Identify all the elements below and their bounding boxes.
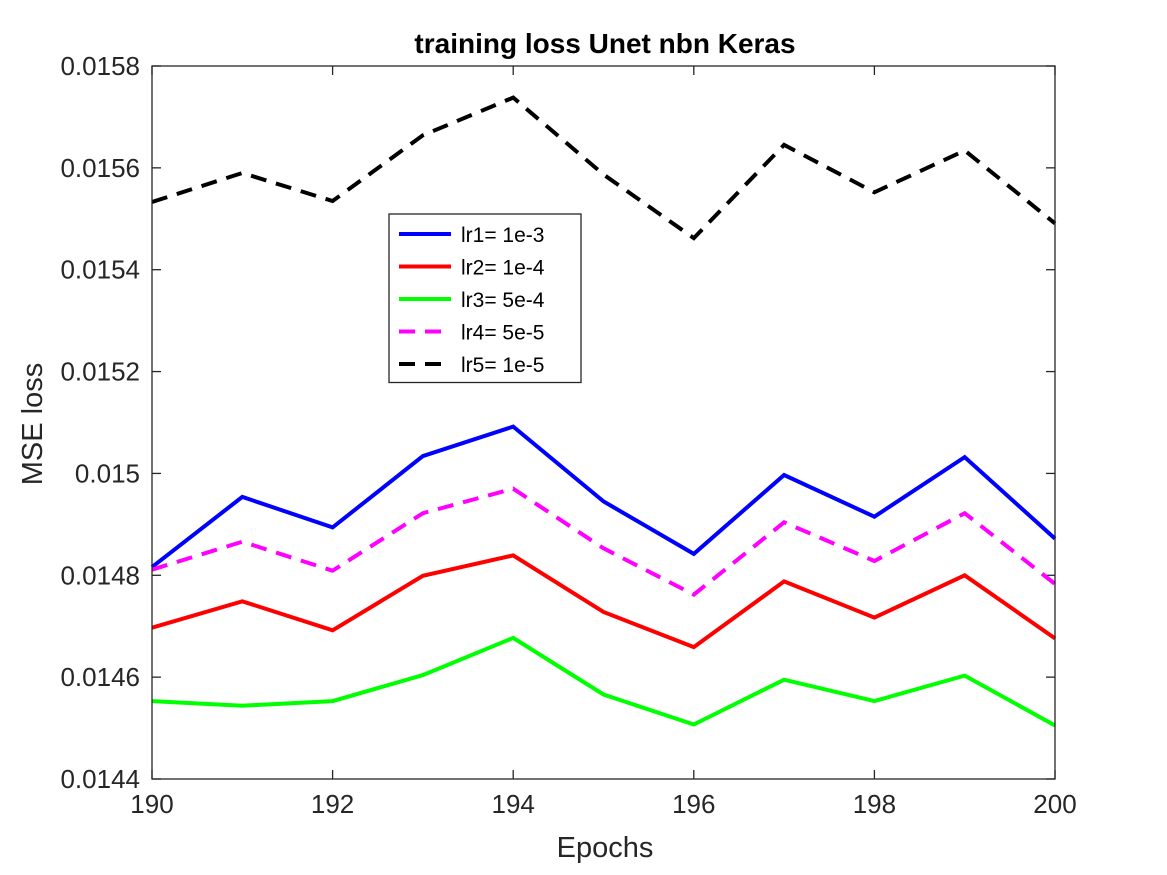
- x-tick-label: 194: [492, 789, 535, 819]
- y-tick-label: 0.015: [75, 458, 140, 488]
- x-tick-label: 192: [311, 789, 354, 819]
- y-tick-label: 0.0156: [60, 153, 140, 183]
- x-tick-label: 190: [130, 789, 173, 819]
- series-line-lr2-1e-4: [151, 553, 1057, 650]
- y-axis-label: MSE loss: [17, 363, 49, 485]
- x-axis-label: Epochs: [557, 832, 654, 864]
- plot-area-frame: [151, 65, 1056, 780]
- legend-label: lr5= 1e-5: [461, 354, 544, 377]
- legend-label: lr1= 1e-3: [461, 224, 544, 247]
- legend-label: lr4= 5e-5: [461, 322, 544, 345]
- y-tick-label: 0.0144: [60, 764, 140, 794]
- legend-label: lr2= 1e-4: [461, 257, 545, 280]
- series-line-lr3-5e-4: [151, 635, 1056, 728]
- y-tick-label: 0.0154: [60, 255, 140, 285]
- series-line-lr5-1e-5: [151, 95, 1057, 241]
- x-tick-label: 198: [853, 789, 896, 819]
- y-tick-label: 0.0148: [60, 560, 140, 590]
- y-tick-label: 0.0158: [60, 51, 140, 81]
- legend-label: lr3= 5e-4: [461, 289, 545, 312]
- x-tick-label: 196: [672, 789, 715, 819]
- y-tick-label: 0.0146: [60, 662, 140, 692]
- chart-title: training loss Unet nbn Keras: [414, 28, 795, 59]
- y-tick-label: 0.0152: [60, 357, 140, 387]
- y-axis-ticks: 0.0144 0.0146 0.0148 0.015 0.0152 0.0154 0.015…: [60, 51, 1055, 794]
- x-axis-ticks: 190 192 194 196 198 200: [130, 66, 1077, 819]
- x-tick-label: 200: [1033, 789, 1076, 819]
- series-line-lr4-5e-5: [151, 486, 1057, 597]
- legend: lr1= 1e-3 lr2= 1e-4 lr3= 5e-4 lr4= 5e-5 lr5=…: [388, 213, 582, 384]
- series-lines: [150, 95, 1057, 728]
- series-line-lr1-1e-3: [150, 424, 1057, 569]
